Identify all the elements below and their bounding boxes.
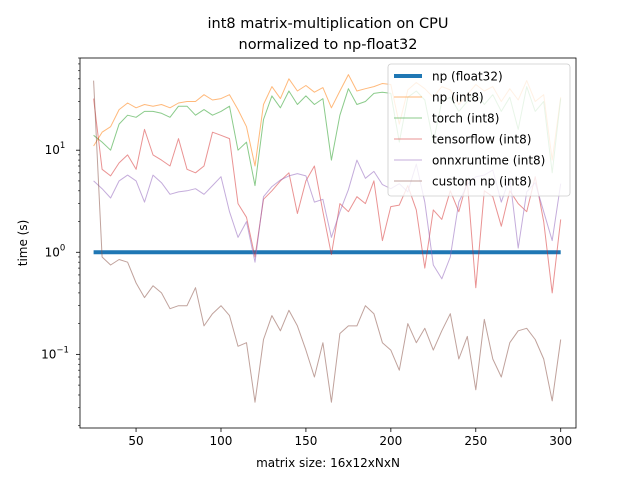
x-tick-label-3: 200 [379, 434, 402, 448]
y-axis-label: time (s) [16, 220, 30, 267]
x-tick-label-2: 150 [294, 434, 317, 448]
x-tick-label-4: 250 [464, 434, 487, 448]
y-tick-label-1: 100 [45, 243, 66, 259]
legend-label-2: torch (int8) [432, 112, 499, 126]
y-axis: 10−1 100 101 [41, 57, 80, 427]
legend-label-4: onnxruntime (int8) [432, 154, 545, 168]
x-axis: 50 100 150 200 250 300 [128, 428, 572, 448]
legend-label-1: np (int8) [432, 91, 484, 105]
x-tick-label-1: 100 [210, 434, 233, 448]
chart-title-line2: normalized to np-float32 [239, 37, 418, 53]
plot-frame [79, 57, 577, 429]
legend: np (float32) np (int8) torch (int8) tensorf… [387, 63, 571, 197]
x-tick-label-0: 50 [128, 434, 143, 448]
series-line-5 [93, 80, 562, 403]
chart-title-line1: int8 matrix-multiplication on CPU [208, 16, 449, 32]
legend-label-0: np (float32) [432, 70, 503, 84]
x-tick-label-5: 300 [549, 434, 572, 448]
y-tick-label-0: 10−1 [41, 345, 69, 361]
y-tick-label-2: 101 [45, 141, 66, 157]
x-axis-label: matrix size: 16x12xNxN [256, 456, 400, 470]
legend-box [387, 63, 571, 197]
series-line-3 [93, 98, 562, 294]
legend-label-3: tensorflow (int8) [432, 133, 531, 147]
legend-label-5: custom np (int8) [432, 175, 532, 189]
series-layer [93, 74, 562, 403]
